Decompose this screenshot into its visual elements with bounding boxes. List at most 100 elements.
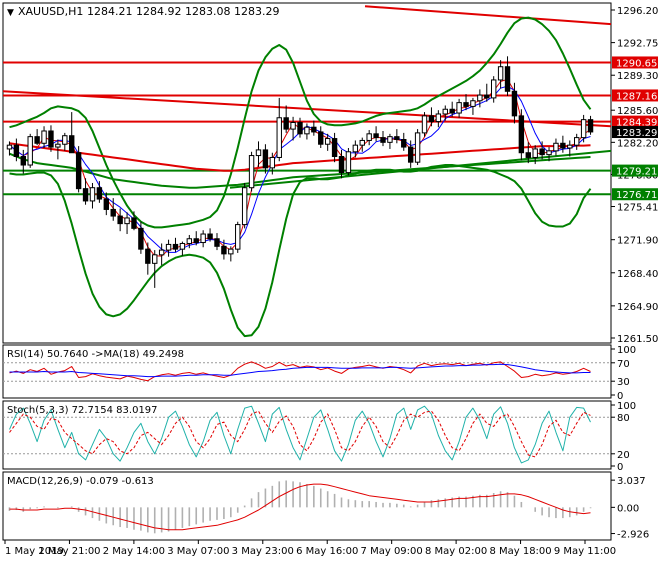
candle-body bbox=[428, 115, 435, 123]
candle-body bbox=[394, 136, 400, 140]
indicator-tick-label: 100 bbox=[617, 401, 636, 412]
level-label-text: 1276.71 bbox=[616, 190, 657, 201]
price-tick-label: 1264.90 bbox=[617, 302, 658, 313]
candle-body bbox=[525, 152, 531, 158]
symbol-label: XAUUSD,H1 bbox=[18, 5, 83, 18]
candle-body bbox=[124, 217, 130, 225]
indicator-tick-label: 80 bbox=[617, 413, 630, 424]
rsi-panel bbox=[2, 344, 612, 399]
candle-body bbox=[276, 117, 282, 158]
level-label-box bbox=[612, 115, 658, 128]
stoch-signal-line bbox=[9, 410, 591, 458]
candle-body bbox=[221, 245, 227, 255]
candle-body bbox=[504, 66, 511, 92]
moving-average-mid bbox=[9, 152, 591, 189]
candle-body bbox=[55, 143, 61, 148]
candle-body bbox=[539, 148, 545, 156]
candle-body bbox=[442, 108, 448, 115]
candle-body bbox=[172, 243, 179, 250]
candle-body bbox=[421, 115, 428, 134]
level-label-box bbox=[612, 89, 658, 102]
level-label-text: 1290.65 bbox=[616, 58, 657, 69]
triangle-icon: ▼ bbox=[7, 8, 14, 18]
candle-body bbox=[48, 130, 54, 148]
candle-body bbox=[470, 100, 476, 107]
candle-body bbox=[304, 126, 310, 135]
candle-body bbox=[248, 155, 255, 189]
x-tick-label: 1 May 2019 bbox=[5, 546, 64, 557]
candle-body bbox=[366, 133, 372, 141]
candle-body bbox=[6, 144, 13, 150]
trendline-red-top bbox=[364, 5, 612, 26]
level-label-box bbox=[612, 126, 658, 139]
candle-body bbox=[456, 102, 462, 114]
candle-body bbox=[131, 217, 137, 229]
candle-body bbox=[262, 149, 269, 169]
moving-average-slow bbox=[9, 142, 591, 172]
bollinger-upper bbox=[9, 16, 592, 229]
candle-body bbox=[13, 144, 20, 158]
candle-body bbox=[82, 188, 89, 202]
indicator-tick-label: 0 bbox=[617, 391, 623, 402]
rsi-ma-line bbox=[9, 363, 591, 378]
candle-body bbox=[352, 144, 359, 153]
candle-body bbox=[158, 249, 165, 256]
x-tick-label: 3 May 23:00 bbox=[232, 546, 294, 557]
indicator-tick-label: 0 bbox=[617, 462, 623, 473]
x-tick-label: 7 May 09:00 bbox=[361, 546, 423, 557]
candle-body bbox=[290, 121, 296, 130]
candle-body bbox=[587, 119, 594, 133]
candle-body bbox=[435, 113, 442, 123]
price-tick-label: 1261.50 bbox=[617, 334, 658, 345]
price-tick-label: 1289.30 bbox=[617, 71, 658, 82]
candle-body bbox=[193, 238, 199, 244]
indicator-tick-label: -2.926 bbox=[617, 530, 649, 541]
price-tick-label: 1268.40 bbox=[617, 269, 658, 280]
bollinger-lower bbox=[9, 164, 592, 338]
candle-body bbox=[186, 238, 193, 244]
candle-body bbox=[269, 156, 276, 169]
candle-body bbox=[228, 248, 234, 255]
candle-body bbox=[331, 138, 338, 158]
candle-body bbox=[511, 90, 518, 117]
ohlc-header: 1284.21 1284.92 1283.08 1283.29 bbox=[87, 5, 279, 18]
price-tick-label: 1282.20 bbox=[617, 138, 658, 149]
candle-body bbox=[110, 208, 116, 217]
x-tick-label: 3 May 07:00 bbox=[167, 546, 229, 557]
candle-body bbox=[567, 144, 573, 149]
candle-body bbox=[235, 224, 241, 250]
candle-body bbox=[546, 150, 552, 156]
candle-body bbox=[359, 139, 365, 146]
stoch-main-line bbox=[9, 405, 591, 464]
indicator-tick-label: 70 bbox=[617, 359, 630, 370]
x-tick-label: 8 May 18:00 bbox=[489, 546, 551, 557]
level-label-text: 1287.16 bbox=[616, 91, 657, 102]
candle-body bbox=[373, 133, 379, 139]
candle-body bbox=[165, 243, 172, 251]
candle-body bbox=[484, 94, 490, 99]
indicator-tick-label: 20 bbox=[617, 450, 630, 461]
x-tick-label: 9 May 11:00 bbox=[554, 546, 616, 557]
candle-body bbox=[152, 254, 158, 264]
price-tick-label: 1292.75 bbox=[617, 39, 658, 50]
candle-body bbox=[69, 135, 75, 154]
candle-body bbox=[318, 131, 324, 145]
candle-body bbox=[145, 248, 151, 264]
candle-body bbox=[75, 152, 82, 190]
indicator-tick-label: 0.00 bbox=[617, 503, 639, 514]
candle-body bbox=[380, 137, 386, 143]
candle-body bbox=[117, 215, 123, 225]
candle-body bbox=[255, 149, 262, 157]
candle-body bbox=[62, 135, 68, 145]
candle-body bbox=[27, 136, 33, 166]
candle-body bbox=[532, 148, 538, 158]
candle-body bbox=[560, 142, 566, 149]
candle-body bbox=[477, 94, 483, 102]
candle-body bbox=[490, 79, 497, 99]
trendline-red-mid bbox=[2, 90, 612, 128]
price-tick-label: 1271.90 bbox=[617, 236, 658, 247]
indicator-tick-label: 30 bbox=[617, 377, 630, 388]
stoch-label: Stoch(5,3,3) 72.7154 83.0197 bbox=[7, 405, 158, 416]
